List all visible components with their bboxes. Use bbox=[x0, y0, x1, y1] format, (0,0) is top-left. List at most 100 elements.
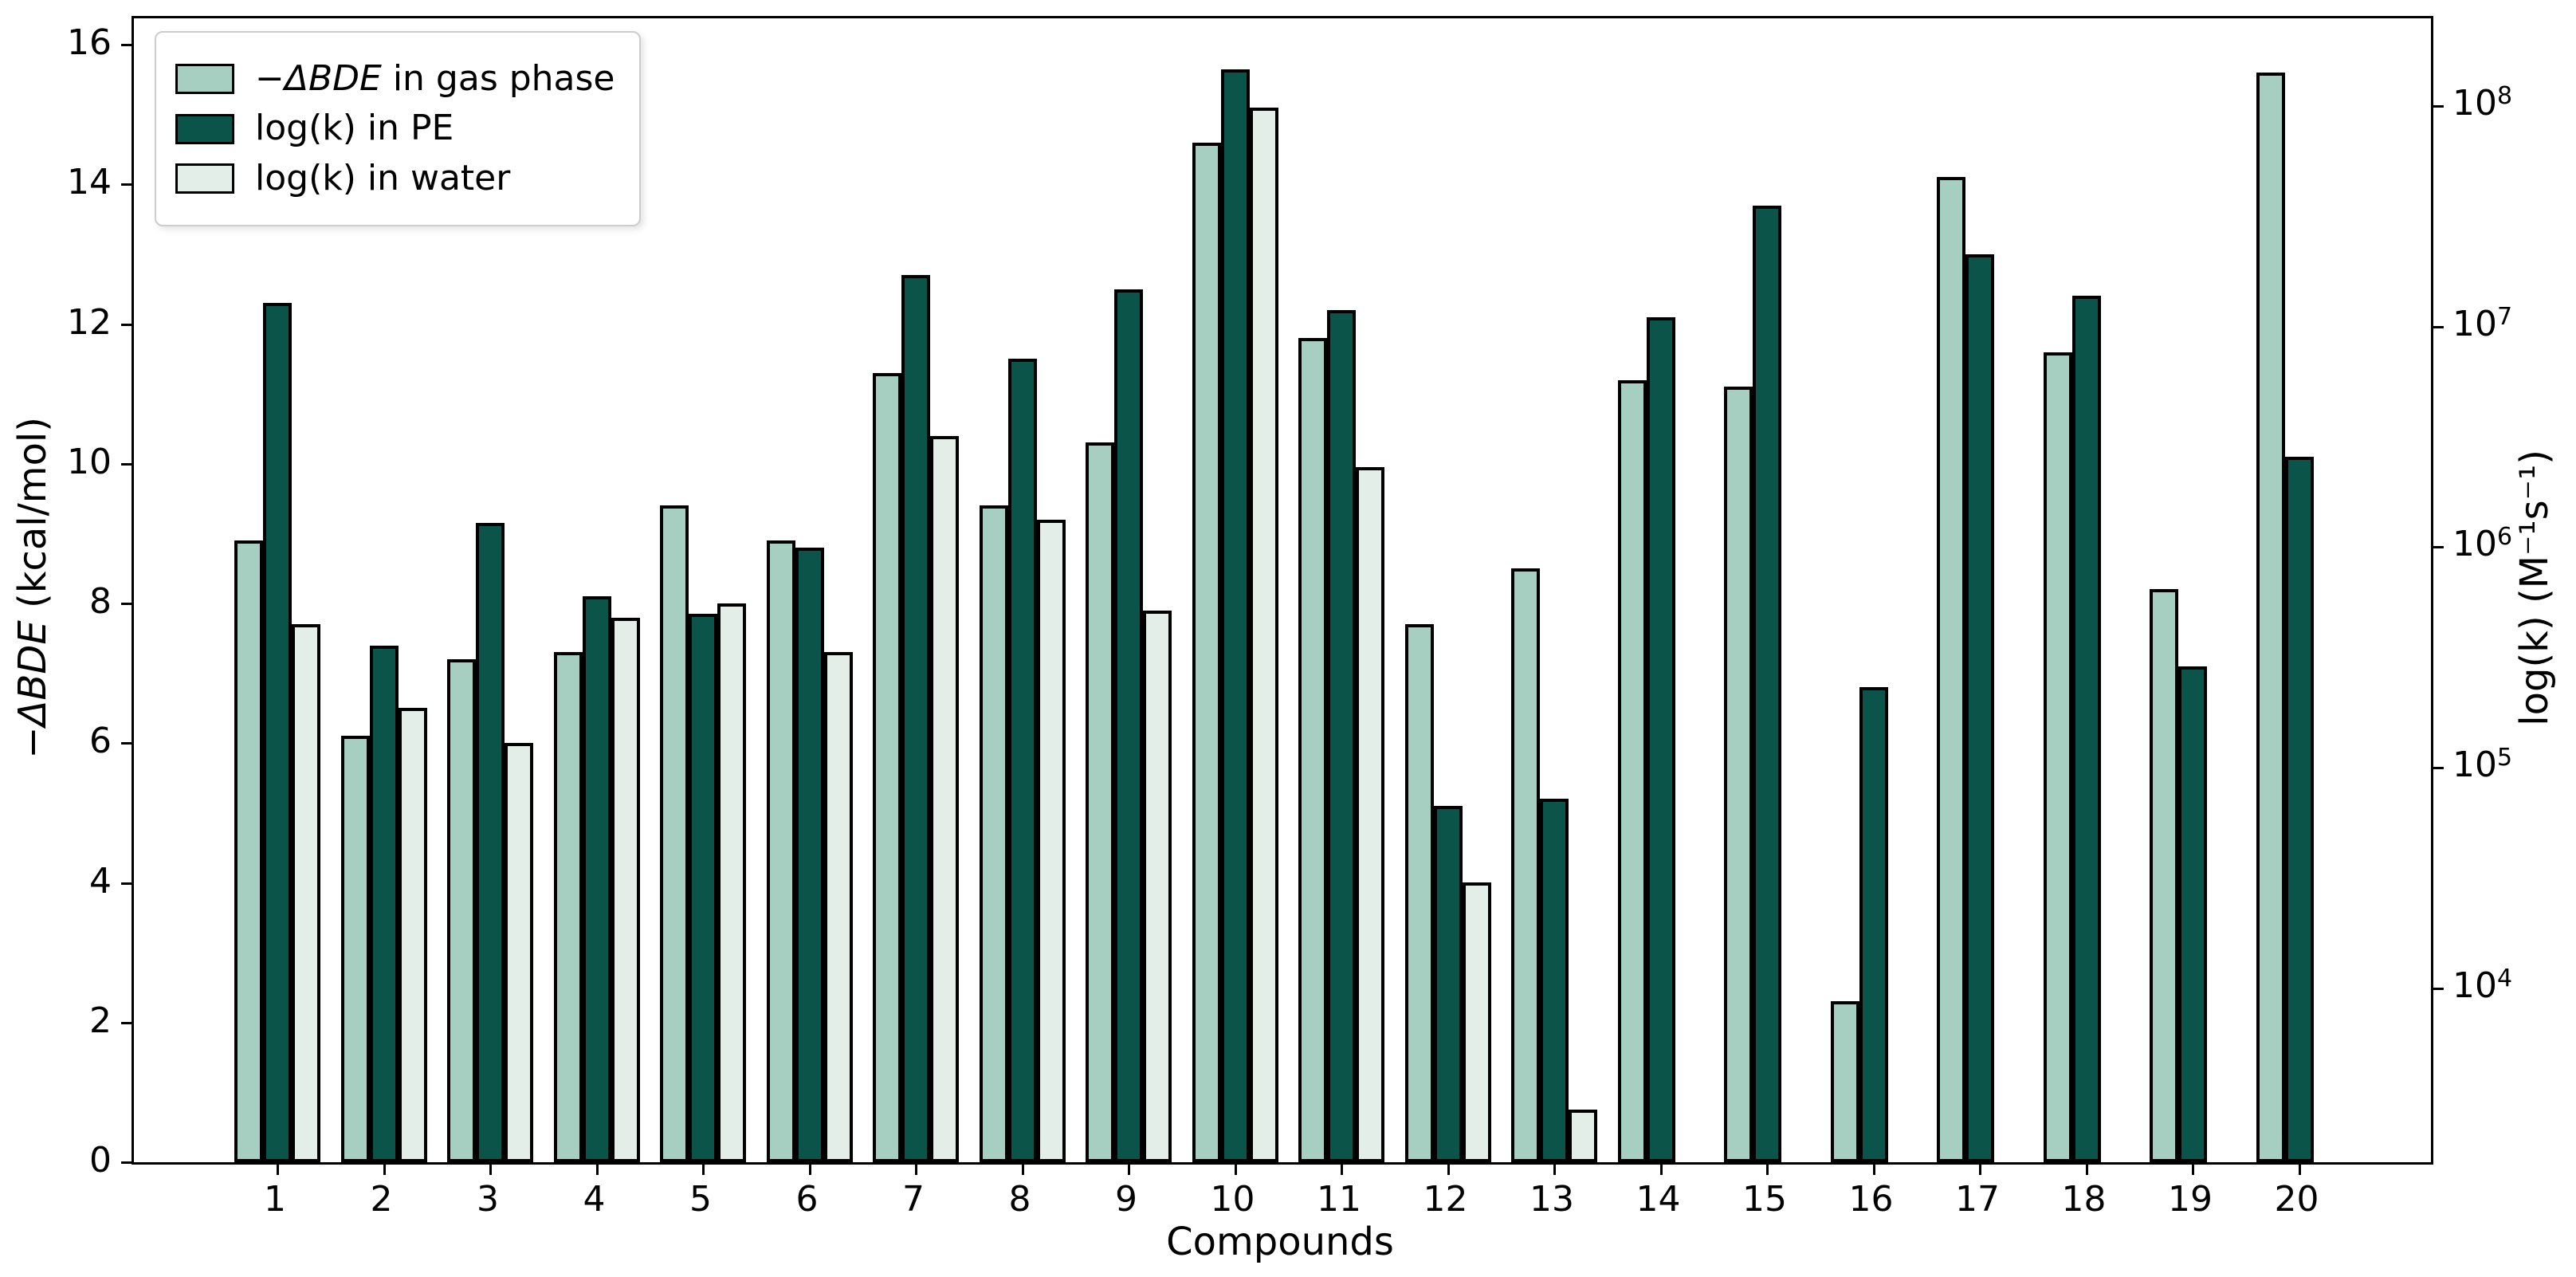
x-tick-label-2: 2 bbox=[370, 1179, 393, 1220]
bar-water-compound-13 bbox=[1569, 1110, 1597, 1162]
x-tick-label-5: 5 bbox=[689, 1179, 712, 1220]
bar-gas-compound-19 bbox=[2150, 589, 2178, 1162]
x-tick-label-19: 19 bbox=[2168, 1179, 2213, 1220]
x-tick-mark bbox=[1021, 1162, 1024, 1175]
x-tick-label-3: 3 bbox=[477, 1179, 499, 1220]
label-italic-part: −ΔBDE bbox=[10, 620, 55, 759]
bar-pe-compound-5 bbox=[689, 614, 717, 1162]
left-tick-mark bbox=[121, 323, 134, 326]
bar-pe-compound-20 bbox=[2284, 457, 2314, 1162]
left-tick-label-16: 16 bbox=[67, 22, 112, 63]
bar-pe-compound-9 bbox=[1114, 289, 1143, 1162]
x-tick-mark bbox=[2298, 1162, 2301, 1175]
x-tick-mark bbox=[1659, 1162, 1663, 1175]
bar-gas-compound-17 bbox=[1937, 177, 1965, 1162]
bar-pe-compound-19 bbox=[2178, 666, 2207, 1162]
legend-item-pe: log(k) in PE bbox=[175, 109, 615, 147]
legend-item-gas: −ΔBDE in gas phase bbox=[175, 58, 615, 99]
bar-pe-compound-6 bbox=[795, 548, 824, 1162]
label-text-part: (kcal/mol) bbox=[10, 417, 55, 621]
x-tick-label-4: 4 bbox=[583, 1179, 606, 1220]
bar-water-compound-7 bbox=[930, 436, 959, 1162]
x-tick-label-18: 18 bbox=[2061, 1179, 2107, 1220]
left-tick-mark bbox=[121, 603, 134, 605]
bar-gas-compound-7 bbox=[873, 373, 901, 1162]
x-tick-label-6: 6 bbox=[795, 1179, 819, 1220]
bar-water-compound-5 bbox=[717, 603, 746, 1162]
legend-label-pe: log(k) in PE bbox=[255, 109, 454, 147]
right-tick-label-10e6: 106 bbox=[2452, 523, 2513, 565]
label-text-part: log(k) in water bbox=[255, 157, 511, 198]
bar-pe-compound-14 bbox=[1646, 317, 1675, 1162]
right-y-axis-label: log(k) (M⁻¹s⁻¹) bbox=[2503, 0, 2566, 1176]
left-tick-label-6: 6 bbox=[89, 721, 112, 762]
right-tick-mark bbox=[2431, 987, 2444, 990]
bar-pe-compound-11 bbox=[1327, 310, 1356, 1162]
bar-water-compound-4 bbox=[611, 618, 640, 1162]
bar-pe-compound-12 bbox=[1433, 806, 1463, 1162]
label-text-part: log(k) (M⁻¹s⁻¹) bbox=[2512, 450, 2557, 726]
x-tick-mark bbox=[1766, 1162, 1769, 1175]
x-tick-mark bbox=[1872, 1162, 1875, 1175]
label-italic-part: −ΔBDE bbox=[255, 58, 382, 99]
left-tick-label-2: 2 bbox=[89, 1000, 112, 1041]
bar-pe-compound-3 bbox=[476, 523, 505, 1162]
bar-water-compound-1 bbox=[292, 624, 320, 1162]
left-tick-mark bbox=[121, 44, 134, 46]
bar-gas-compound-13 bbox=[1511, 568, 1540, 1162]
bar-gas-compound-11 bbox=[1298, 338, 1327, 1162]
bar-pe-compound-17 bbox=[1965, 254, 1994, 1162]
x-tick-label-17: 17 bbox=[1955, 1179, 2000, 1220]
left-tick-label-14: 14 bbox=[67, 162, 112, 203]
bar-water-compound-11 bbox=[1356, 467, 1384, 1162]
left-tick-mark bbox=[121, 742, 134, 745]
left-tick-mark bbox=[121, 1021, 134, 1024]
bar-pe-compound-15 bbox=[1753, 206, 1781, 1162]
legend-label-water: log(k) in water bbox=[255, 159, 510, 198]
bar-pe-compound-1 bbox=[263, 303, 292, 1162]
x-tick-mark bbox=[1979, 1162, 1981, 1175]
bar-gas-compound-1 bbox=[234, 540, 263, 1162]
x-axis-label: Compounds bbox=[1166, 1220, 1394, 1264]
x-tick-mark bbox=[1553, 1162, 1556, 1175]
x-tick-label-15: 15 bbox=[1742, 1179, 1787, 1220]
right-tick-mark bbox=[2431, 326, 2444, 328]
bar-water-compound-2 bbox=[398, 708, 427, 1162]
plot-area: −ΔBDE in gas phase log(k) in PE log(k) in … bbox=[121, 16, 2444, 1175]
bar-water-compound-8 bbox=[1036, 520, 1066, 1162]
bar-pe-compound-10 bbox=[1220, 69, 1250, 1162]
right-tick-label-10e5: 105 bbox=[2452, 743, 2513, 785]
bar-gas-compound-5 bbox=[660, 505, 689, 1162]
label-text-part: log(k) in PE bbox=[255, 108, 454, 149]
x-tick-mark bbox=[595, 1162, 599, 1175]
x-tick-mark bbox=[1447, 1162, 1450, 1175]
bar-water-compound-10 bbox=[1249, 108, 1278, 1162]
bar-pe-compound-7 bbox=[901, 275, 930, 1162]
bar-water-compound-6 bbox=[823, 652, 853, 1162]
x-tick-mark bbox=[1128, 1162, 1130, 1175]
bar-water-compound-12 bbox=[1462, 882, 1491, 1162]
right-tick-label-10e4: 104 bbox=[2452, 964, 2513, 1006]
x-tick-label-7: 7 bbox=[902, 1179, 925, 1220]
bar-gas-compound-18 bbox=[2043, 352, 2072, 1162]
right-tick-mark bbox=[2431, 766, 2444, 769]
right-tick-label-10e8: 108 bbox=[2452, 82, 2513, 124]
label-text-part: in gas phase bbox=[381, 58, 615, 99]
bar-pe-compound-16 bbox=[1859, 687, 1888, 1162]
bar-gas-compound-20 bbox=[2256, 73, 2285, 1162]
bar-gas-compound-15 bbox=[1724, 387, 1753, 1162]
x-tick-mark bbox=[489, 1162, 492, 1175]
bar-pe-compound-4 bbox=[582, 596, 611, 1162]
x-tick-label-8: 8 bbox=[1008, 1179, 1031, 1220]
bar-gas-compound-12 bbox=[1404, 624, 1434, 1162]
bar-gas-compound-14 bbox=[1617, 380, 1647, 1162]
bar-gas-compound-4 bbox=[553, 652, 583, 1162]
left-tick-label-4: 4 bbox=[89, 860, 112, 902]
left-tick-mark bbox=[121, 1161, 134, 1164]
bar-pe-compound-2 bbox=[369, 646, 399, 1162]
right-tick-mark bbox=[2431, 105, 2444, 108]
x-tick-mark bbox=[808, 1162, 811, 1175]
left-y-axis-label: −ΔBDE (kcal/mol) bbox=[5, 0, 61, 1176]
legend-swatch-pe bbox=[175, 113, 234, 144]
